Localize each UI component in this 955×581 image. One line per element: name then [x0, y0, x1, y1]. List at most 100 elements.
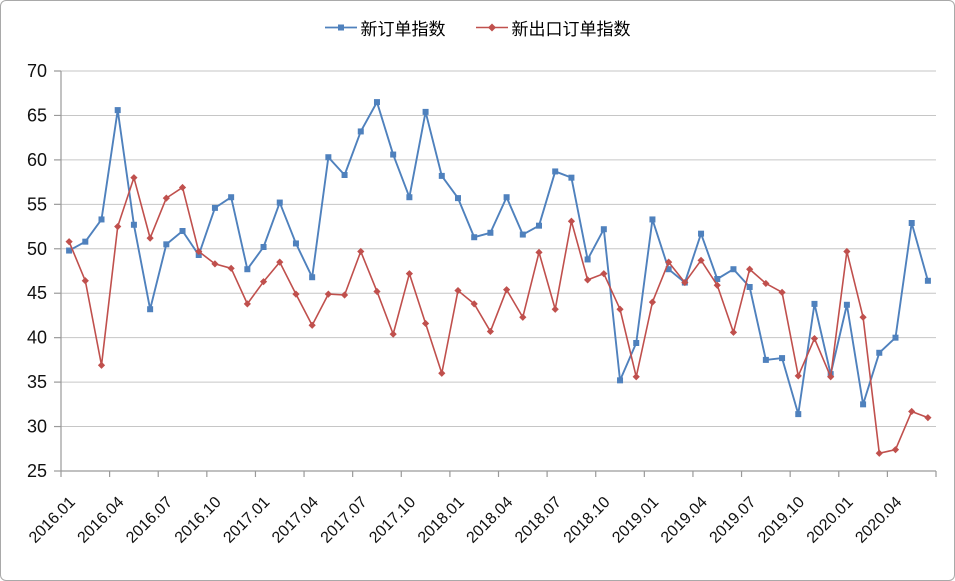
data-point — [211, 204, 218, 211]
data-point — [130, 174, 138, 182]
data-point — [325, 154, 332, 161]
data-point — [178, 183, 187, 192]
data-point — [600, 270, 608, 278]
data-point — [244, 266, 251, 273]
data-point — [875, 449, 883, 457]
svg-text:2016.01: 2016.01 — [26, 494, 79, 547]
legend-item-new-orders: 新订单指数 — [324, 15, 446, 40]
data-point — [389, 330, 397, 338]
data-point — [860, 401, 867, 408]
data-point — [633, 340, 640, 346]
svg-text:25: 25 — [27, 461, 47, 481]
data-point — [567, 217, 576, 225]
data-point — [730, 266, 737, 273]
data-point — [762, 356, 769, 363]
data-point — [406, 194, 413, 201]
data-point — [486, 327, 494, 336]
data-point — [471, 234, 478, 241]
data-point — [924, 414, 932, 422]
svg-text:2017.04: 2017.04 — [269, 494, 322, 547]
data-point — [373, 99, 380, 106]
data-point — [762, 279, 770, 288]
axes — [54, 70, 937, 477]
chart-legend: 新订单指数 新出口订单指数 — [1, 15, 954, 40]
svg-text:2019.01: 2019.01 — [609, 494, 662, 547]
data-point — [908, 220, 915, 226]
svg-text:30: 30 — [27, 417, 47, 437]
data-point — [503, 286, 511, 294]
x-axis-labels: 2016.012016.042016.072016.102017.012017.… — [26, 494, 905, 547]
svg-text:50: 50 — [27, 239, 47, 259]
data-point — [276, 199, 283, 206]
svg-text:2017.07: 2017.07 — [318, 494, 371, 547]
data-point — [535, 248, 543, 256]
data-point — [746, 284, 753, 290]
svg-text:55: 55 — [27, 194, 47, 214]
data-point — [729, 328, 738, 336]
data-point — [648, 298, 657, 306]
data-point — [779, 355, 786, 362]
data-point — [324, 290, 332, 298]
data-point — [195, 247, 203, 256]
new-export-orders-series — [65, 174, 932, 457]
data-point — [794, 372, 802, 380]
svg-text:2018.07: 2018.07 — [512, 494, 565, 547]
data-point — [162, 194, 170, 202]
new-orders-legend-marker-icon — [324, 24, 357, 31]
data-point — [714, 276, 721, 282]
data-point — [908, 407, 916, 416]
data-point — [276, 258, 284, 266]
data-point — [357, 247, 365, 256]
data-point — [746, 265, 754, 273]
data-point — [81, 277, 89, 285]
data-point — [97, 361, 106, 369]
data-point — [292, 240, 299, 247]
data-point — [260, 244, 267, 250]
data-point — [438, 369, 446, 377]
svg-text:65: 65 — [27, 105, 47, 125]
data-point — [309, 274, 316, 281]
data-point — [698, 230, 705, 237]
data-point — [795, 411, 802, 418]
data-point — [503, 194, 510, 201]
new-export-orders-legend-marker-icon — [475, 23, 508, 32]
data-point — [551, 305, 559, 313]
data-point — [843, 301, 850, 308]
svg-text:2020.01: 2020.01 — [804, 494, 857, 547]
data-point — [114, 107, 121, 114]
svg-text:70: 70 — [27, 61, 47, 81]
data-point — [228, 194, 235, 201]
data-point — [568, 174, 575, 181]
svg-text:35: 35 — [27, 372, 47, 392]
data-point — [211, 260, 219, 268]
data-point — [617, 377, 624, 384]
data-point — [147, 306, 154, 313]
data-point — [519, 313, 527, 321]
data-point — [600, 226, 607, 233]
data-point — [891, 446, 900, 454]
data-point — [681, 278, 689, 287]
data-point — [811, 300, 818, 307]
data-point — [227, 264, 235, 272]
data-point — [438, 172, 445, 179]
data-point — [163, 241, 170, 248]
data-point — [649, 216, 656, 223]
data-point — [66, 247, 73, 254]
data-point — [390, 151, 397, 158]
data-point — [843, 247, 851, 256]
data-point — [827, 373, 835, 381]
svg-text:2016.07: 2016.07 — [123, 494, 176, 547]
legend-item-new-export-orders: 新出口订单指数 — [475, 15, 631, 40]
data-point — [859, 313, 867, 321]
data-point — [114, 222, 122, 231]
data-point — [697, 256, 705, 264]
data-point — [130, 221, 137, 228]
data-point — [810, 334, 819, 343]
data-point — [98, 216, 105, 223]
svg-text:2018.01: 2018.01 — [415, 494, 468, 547]
data-point — [470, 300, 478, 308]
data-point — [454, 286, 462, 295]
svg-text:45: 45 — [27, 283, 47, 303]
